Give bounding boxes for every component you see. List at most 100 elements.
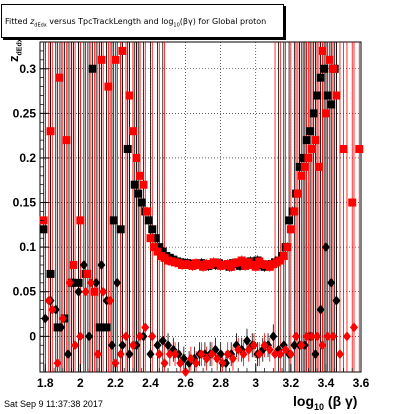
diamond-marker <box>250 340 258 351</box>
diamond-marker <box>113 277 122 288</box>
diamond-marker <box>86 277 95 288</box>
diamond-marker <box>276 349 285 360</box>
square-marker <box>286 225 295 234</box>
square-marker <box>283 243 292 252</box>
diamond-marker <box>186 353 195 364</box>
diamond-marker <box>125 349 134 360</box>
square-marker <box>148 225 157 234</box>
diamond-marker <box>197 349 206 360</box>
diamond-marker <box>116 349 125 360</box>
diamond-marker <box>118 340 127 351</box>
square-marker <box>290 207 299 216</box>
square-marker <box>90 287 99 296</box>
square-marker <box>116 225 125 234</box>
square-marker <box>297 171 306 180</box>
square-marker <box>55 73 64 82</box>
diamond-marker <box>146 349 155 360</box>
x-tick-label: 2.8 <box>212 376 229 390</box>
square-marker <box>128 127 137 136</box>
title-suffix: (βγ) for Global proton <box>179 17 267 26</box>
diamond-marker <box>92 277 101 288</box>
diamond-marker <box>269 331 278 342</box>
diamond-marker <box>171 349 180 360</box>
square-marker <box>109 216 118 225</box>
x-tick-label: 3 <box>252 376 259 390</box>
diamond-marker <box>313 331 322 342</box>
square-marker <box>155 243 164 252</box>
square-marker <box>132 153 141 162</box>
square-marker <box>299 153 308 162</box>
x-tick-label: 2.2 <box>107 376 124 390</box>
diamond-marker <box>292 331 301 342</box>
square-marker <box>313 91 322 100</box>
square-marker <box>102 323 111 332</box>
square-marker <box>316 73 325 82</box>
diamond-marker <box>57 322 66 333</box>
square-marker <box>134 189 143 198</box>
square-marker <box>146 234 155 243</box>
square-marker <box>130 180 139 189</box>
tick-labels: 1.8 2 2.2 2.4 2.6 2.8 3 3.2 3.4 3.6 0 0.05 0.1 0.15 0.… <box>13 62 370 390</box>
square-marker <box>95 323 104 332</box>
square-marker <box>302 136 311 145</box>
square-marker <box>327 100 336 109</box>
diamond-marker <box>281 344 290 355</box>
diamond-marker <box>85 331 94 342</box>
diamond-marker <box>239 349 248 360</box>
x-tick-label: 2.6 <box>177 376 194 390</box>
square-marker <box>104 82 113 91</box>
square-marker <box>321 109 330 118</box>
square-marker <box>320 64 329 73</box>
square-marker <box>83 269 92 278</box>
diamond-marker <box>141 322 150 333</box>
diamond-marker <box>302 331 311 342</box>
square-marker <box>332 91 341 100</box>
plot-frame <box>39 41 362 373</box>
square-marker <box>123 145 132 154</box>
diamond-marker <box>260 340 269 351</box>
diamond-marker <box>79 259 88 270</box>
diamond-marker <box>53 358 62 369</box>
diamond-marker <box>223 349 232 360</box>
title-z-subscript: dEdx <box>34 22 47 29</box>
x-tick-label: 3.6 <box>353 376 370 390</box>
y-tick-label: 0.1 <box>19 240 36 254</box>
diamond-marker <box>71 340 80 351</box>
diamond-marker <box>311 349 320 360</box>
diamond-marker <box>58 313 67 324</box>
diamond-marker <box>234 344 243 355</box>
diamond-marker <box>242 335 251 346</box>
diamond-marker <box>106 295 115 306</box>
diamond-marker <box>155 349 164 360</box>
diamond-marker <box>271 349 280 360</box>
square-marker <box>237 256 246 265</box>
diamond-marker <box>265 344 274 355</box>
diamond-marker <box>328 331 337 342</box>
square-marker <box>118 46 127 55</box>
title-middle: versus TpcTrackLength and log <box>46 17 174 26</box>
square-marker <box>325 55 334 64</box>
diamond-marker <box>64 349 73 360</box>
footer-timestamp: Sat Sep 9 11:37:38 2017 <box>4 399 103 409</box>
square-marker <box>307 145 316 154</box>
square-marker <box>46 269 55 278</box>
square-marker <box>304 153 313 162</box>
diamond-marker <box>318 340 327 351</box>
diamond-marker <box>135 331 144 342</box>
x-tick-label: 3.4 <box>318 376 335 390</box>
square-marker <box>158 247 167 256</box>
y-tick-label: 0.25 <box>13 106 37 120</box>
y-tick-label: 0.15 <box>13 196 37 210</box>
y-axis-label: zdEdx <box>6 38 24 62</box>
square-marker <box>135 171 144 180</box>
square-marker <box>348 198 357 207</box>
diamond-marker <box>202 353 211 364</box>
square-marker <box>74 278 83 287</box>
y-tick-label: 0 <box>29 329 36 343</box>
x-axis-label: log10 (β γ) <box>293 393 358 412</box>
square-marker <box>295 162 304 171</box>
diamond-marker <box>244 344 253 355</box>
diamond-marker <box>342 331 351 342</box>
square-marker <box>293 189 302 198</box>
